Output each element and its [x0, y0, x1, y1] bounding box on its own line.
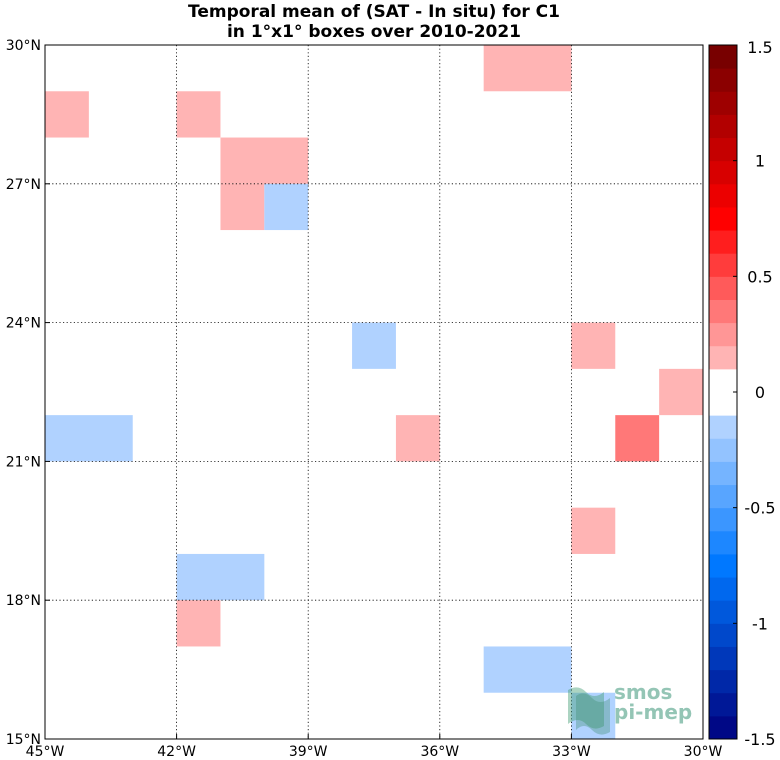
logo-waves-icon — [568, 687, 610, 735]
heatmap-cell — [571, 322, 616, 369]
colorbar-swatch — [709, 646, 737, 671]
colorbar-swatch — [709, 530, 737, 555]
heatmap-cell — [483, 45, 572, 92]
colorbar-swatch — [709, 692, 737, 717]
heatmap-cell — [571, 507, 616, 554]
colorbar-swatch — [709, 553, 737, 578]
cells-layer — [45, 45, 703, 739]
heatmap-cell — [659, 368, 703, 416]
colorbar-swatch — [709, 206, 737, 231]
colorbar-swatch — [709, 623, 737, 647]
colorbar-swatch — [709, 322, 737, 347]
x-tick-label: 33°W — [552, 744, 591, 760]
heatmap-cell — [45, 91, 89, 138]
colorbar-swatch — [709, 461, 737, 486]
heatmap-cell — [483, 646, 572, 693]
ticks-layer: 45°W 42°W 39°W 36°W 33°W 30°W 30°N 27°N 24°N 21°N… — [6, 38, 723, 760]
chart-title: Temporal mean of (SAT - In situ) for C1 … — [45, 2, 703, 42]
colorbar-swatch — [709, 368, 737, 393]
colorbar-tick-label: 0 — [755, 383, 765, 402]
colorbar-swatch — [709, 183, 737, 208]
colorbar-swatch — [709, 577, 737, 601]
colorbar-swatch — [709, 114, 737, 139]
heatmap-cell — [571, 692, 616, 739]
y-tick-label: 18°N — [6, 593, 41, 609]
logo-text-line2: pi-mep — [614, 700, 693, 724]
x-tick-label: 39°W — [289, 744, 328, 760]
colorbar-swatch — [709, 669, 737, 694]
heatmap-cell — [352, 322, 396, 369]
grid-layer — [45, 45, 703, 739]
colorbar-swatch — [709, 715, 737, 740]
colorbar-swatch — [709, 276, 737, 300]
colorbar-tick-label: -0.5 — [744, 499, 775, 518]
heatmap-cell — [45, 415, 133, 462]
heatmap-cell — [176, 600, 221, 647]
smos-pi-mep-logo: smos pi-mep — [560, 680, 700, 736]
heatmap-cell — [176, 91, 221, 138]
colorbar-swatch — [709, 68, 737, 92]
y-tick-label: 21°N — [6, 454, 41, 470]
plot-frame — [44, 44, 704, 740]
y-tick-label: 24°N — [6, 316, 41, 332]
colorbar-swatch — [709, 253, 737, 277]
colorbar-swatch — [709, 345, 737, 370]
colorbar-tick-label: 1 — [755, 152, 765, 171]
heatmap-cell — [615, 415, 660, 462]
chart-title-line1: Temporal mean of (SAT - In situ) for C1 — [188, 2, 560, 22]
heatmap-cell — [264, 183, 309, 231]
colorbar-swatch — [709, 230, 737, 254]
colorbar-swatch — [709, 484, 737, 509]
colorbar-swatch — [709, 91, 737, 115]
y-tick-label: 30°N — [6, 38, 41, 54]
colorbar-swatch — [709, 137, 737, 162]
chart-title-line2: in 1°x1° boxes over 2010-2021 — [226, 22, 522, 42]
colorbar-swatch — [709, 438, 737, 462]
colorbar-swatch — [709, 392, 737, 416]
x-tick-label: 30°W — [684, 744, 723, 760]
colorbar-tick-label: -1 — [752, 614, 768, 633]
x-tick-label: 36°W — [420, 744, 459, 760]
heatmap-cell — [220, 183, 265, 231]
colorbar-swatch — [709, 415, 737, 439]
logo-text-line1: smos — [614, 680, 673, 704]
y-tick-label: 27°N — [6, 177, 41, 193]
colorbar-tick-label: 1.5 — [747, 38, 772, 57]
colorbar-tick-label: -1.5 — [744, 730, 775, 749]
colorbar: 1.5 1 0.5 0 -0.5 -1 -1.5 — [708, 38, 776, 749]
y-tick-label: 15°N — [6, 732, 41, 748]
x-tick-label: 45°W — [26, 744, 65, 760]
colorbar-swatch — [709, 160, 737, 185]
heatmap-cell — [220, 137, 309, 184]
x-tick-label: 42°W — [157, 744, 196, 760]
heatmap-cell — [395, 415, 440, 462]
colorbar-tick-label: 0.5 — [747, 267, 772, 286]
colorbar-swatch — [709, 600, 737, 624]
colorbar-swatch — [709, 45, 737, 69]
colorbar-swatch — [709, 299, 737, 324]
heatmap-cell — [176, 553, 265, 601]
colorbar-swatch — [709, 507, 737, 532]
